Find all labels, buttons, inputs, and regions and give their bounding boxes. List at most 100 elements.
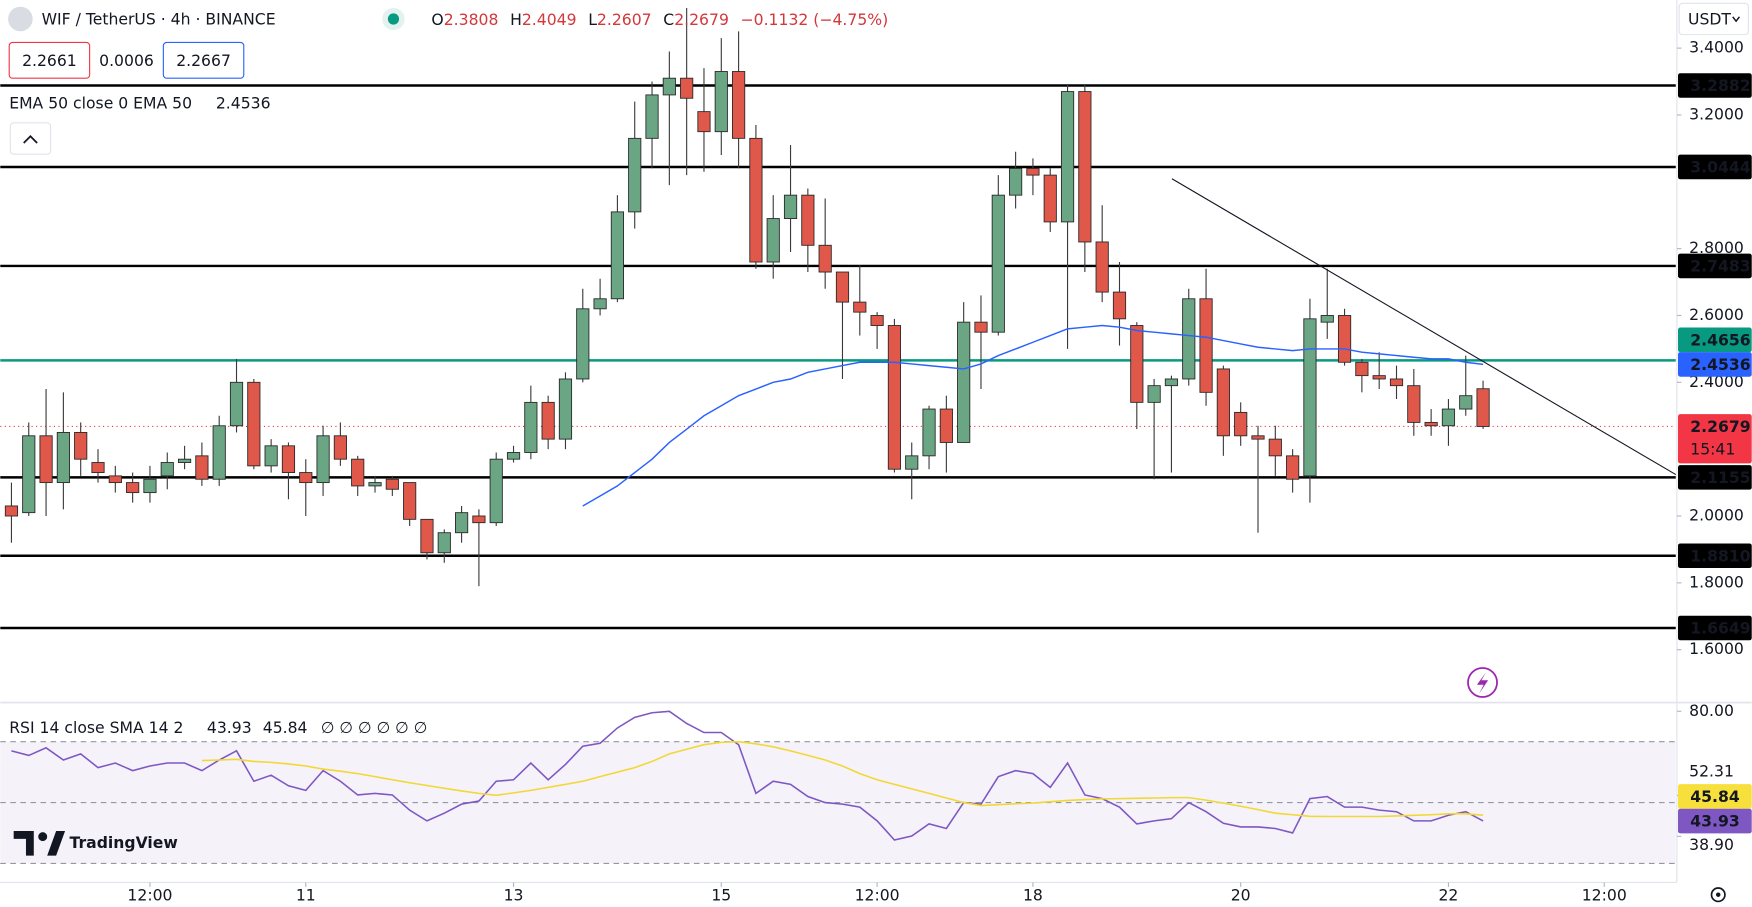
level-badge-text: 2.1155: [1690, 468, 1750, 487]
candle-body: [662, 77, 676, 96]
candle-body: [160, 462, 174, 477]
x-tick-label: 11: [296, 885, 316, 904]
candle-body: [489, 458, 503, 524]
level-badge: [1678, 154, 1752, 180]
settings-icon[interactable]: [1710, 887, 1726, 903]
support-badge-text: 2.4656: [1690, 330, 1750, 349]
y-tick-label: 2.6000: [1689, 305, 1744, 324]
candle-body: [1147, 385, 1161, 403]
collapse-button[interactable]: [9, 122, 52, 155]
candle-body: [454, 512, 469, 534]
level-badge-text: 3.2882: [1690, 76, 1750, 95]
ohlc: O2.3808 H2.4049 L2.2607 C2.2679 −0.1132 …: [431, 10, 888, 29]
candle-body: [247, 381, 261, 467]
candle-body: [818, 244, 832, 273]
candle-body: [680, 77, 694, 99]
ema-badge: [1678, 352, 1752, 377]
y-tick-label: 1.8000: [1689, 572, 1744, 591]
logo-dot: [38, 832, 48, 842]
candle-body: [1303, 318, 1317, 477]
candle-body: [281, 445, 296, 473]
candle-body: [368, 482, 382, 487]
candle-body: [1389, 378, 1404, 387]
candle-body: [991, 194, 1005, 333]
chevron-down: [1732, 16, 1741, 23]
candle-body: [39, 435, 53, 484]
candle-body: [974, 321, 988, 333]
candle-body: [126, 482, 140, 494]
ohlc-key: L: [588, 10, 597, 29]
candle-body: [1199, 298, 1213, 393]
candle-body: [1216, 368, 1230, 437]
ema-legend-value: 2.4536: [216, 93, 271, 112]
sell-button[interactable]: [8, 41, 91, 79]
x-tick-label: 12:00: [855, 885, 900, 904]
candle-body: [1407, 385, 1421, 423]
x-tick-label: 12:00: [127, 885, 172, 904]
rsi-tick-label: 52.31: [1689, 761, 1734, 780]
y-tick-label: 1.6000: [1689, 639, 1744, 658]
ohlc-key: H: [510, 10, 522, 29]
y-tick-label: 2.0000: [1689, 505, 1744, 524]
buy-button[interactable]: [162, 41, 245, 79]
candle-body: [177, 458, 192, 463]
candle-body: [628, 137, 642, 213]
ohlc-value: 2.4049: [522, 10, 577, 29]
ohlc-value: 2.2607: [597, 10, 652, 29]
level-badge: [1678, 73, 1752, 98]
candle-body: [1026, 167, 1040, 176]
candle-body: [333, 435, 347, 460]
candle-body: [887, 325, 902, 470]
rsi-sma-badge-text: 45.84: [1690, 787, 1740, 806]
candle-body: [870, 315, 884, 326]
candle-body: [316, 435, 330, 484]
candle-body: [610, 211, 624, 300]
spread: 0.0006: [99, 51, 154, 70]
candle-body: [299, 472, 313, 484]
change: −0.1132 (−4.75%): [741, 10, 889, 29]
level-badge: [1678, 465, 1752, 490]
candle-body: [766, 218, 780, 263]
candle-body: [1459, 395, 1473, 410]
candle-body: [783, 194, 798, 220]
x-tick-label: 20: [1231, 885, 1251, 904]
candle-body: [749, 137, 763, 263]
logo-mark: [47, 831, 66, 856]
currency-button[interactable]: [1678, 2, 1749, 36]
candle-body: [1130, 325, 1144, 403]
level-badge-text: 2.7483: [1690, 257, 1750, 276]
candle-body: [853, 301, 867, 313]
chevron-up: [23, 135, 38, 144]
candle-body: [905, 455, 919, 470]
x-tick-label: 15: [711, 885, 731, 904]
candle-body: [697, 111, 711, 133]
rsi-line: [11, 710, 1484, 841]
y-tick-label: 2.8000: [1689, 238, 1744, 257]
rsi-tick-label: 38.90: [1689, 835, 1734, 854]
candle-body: [91, 462, 105, 473]
candle-body: [351, 458, 365, 487]
candle-body: [1009, 167, 1023, 196]
candle-body: [1078, 91, 1092, 243]
candle-body: [1441, 408, 1456, 427]
candle-body: [143, 478, 157, 494]
x-tick-label: 18: [1023, 885, 1043, 904]
symbol[interactable]: WIF / TetherUS · 4h · BINANCE: [42, 10, 276, 29]
rsi-legend-value: 43.93: [207, 718, 252, 737]
candle-body: [385, 478, 399, 490]
candle-body: [593, 298, 607, 310]
candle-body: [1164, 378, 1179, 387]
candle-body: [212, 425, 226, 480]
level-badge-text: 1.6649: [1690, 619, 1750, 638]
y-tick-label: 3.2000: [1689, 104, 1744, 123]
status-dot: [387, 13, 400, 25]
lightning: [1476, 672, 1489, 694]
ohlc-value: 2.3808: [444, 10, 499, 29]
currency: USDT: [1688, 10, 1731, 29]
candle-body: [541, 401, 555, 440]
candle-body: [56, 432, 70, 484]
rsi-line: [201, 740, 1484, 818]
